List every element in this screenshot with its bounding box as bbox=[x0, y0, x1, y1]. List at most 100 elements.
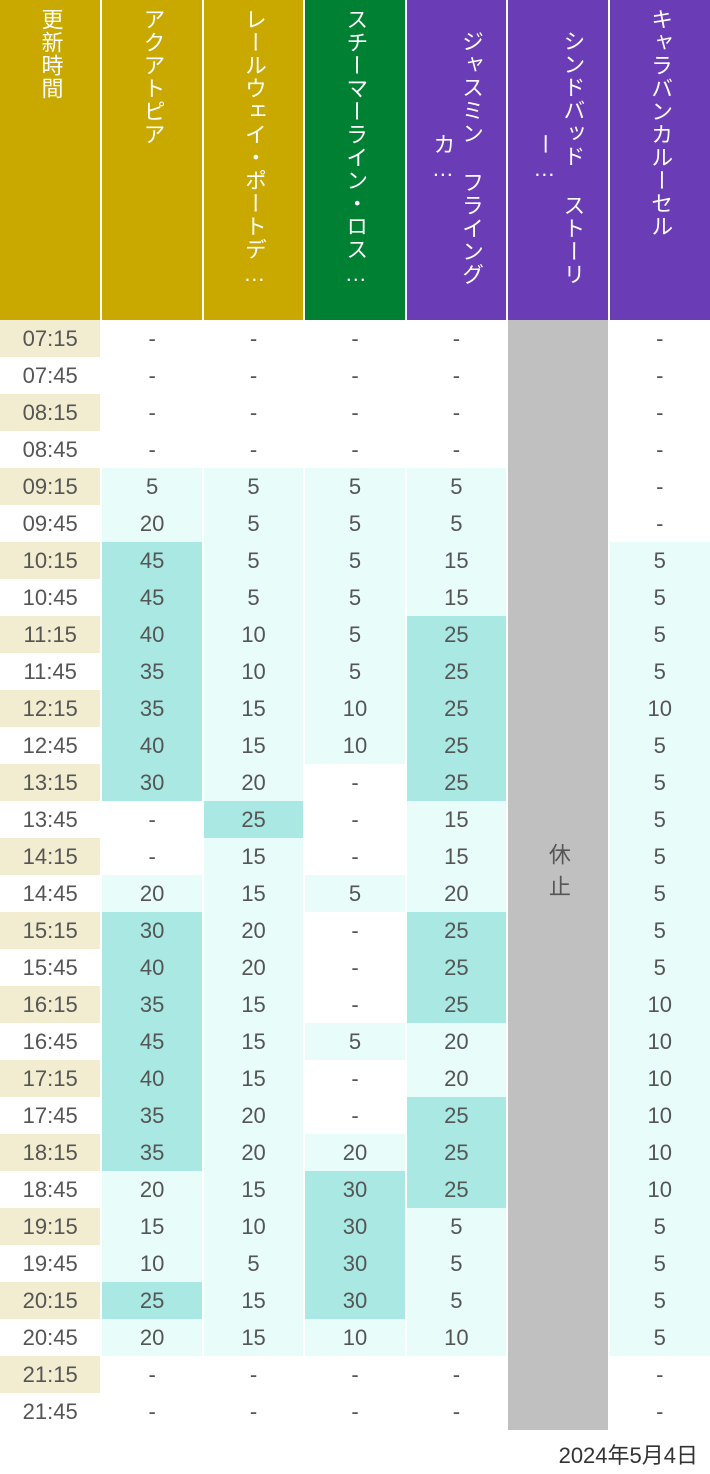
wait-cell: - bbox=[609, 431, 710, 468]
wait-cell: 25 bbox=[406, 727, 507, 764]
column-header: レールウェイ・ポートデ… bbox=[203, 0, 304, 320]
column-header-label: ジャスミン フライングカ… bbox=[428, 8, 485, 307]
wait-cell: - bbox=[203, 1393, 304, 1430]
wait-cell: 10 bbox=[406, 1319, 507, 1356]
wait-cell: - bbox=[406, 1356, 507, 1393]
time-cell: 20:45 bbox=[0, 1319, 101, 1356]
wait-cell: 10 bbox=[609, 1171, 710, 1208]
wait-cell: 30 bbox=[304, 1171, 405, 1208]
wait-cell: - bbox=[406, 320, 507, 357]
wait-cell: 25 bbox=[406, 1134, 507, 1171]
wait-cell: 5 bbox=[609, 1208, 710, 1245]
wait-cell: - bbox=[304, 986, 405, 1023]
wait-cell: 5 bbox=[609, 764, 710, 801]
wait-cell: 20 bbox=[101, 1171, 202, 1208]
wait-cell: - bbox=[609, 1356, 710, 1393]
wait-cell: 5 bbox=[101, 468, 202, 505]
time-cell: 08:15 bbox=[0, 394, 101, 431]
wait-cell: 15 bbox=[203, 727, 304, 764]
wait-cell: 5 bbox=[304, 579, 405, 616]
time-cell: 21:15 bbox=[0, 1356, 101, 1393]
header-row: 更新時間アクアトピアレールウェイ・ポートデ…スチーマーライン・ロス…ジャスミン … bbox=[0, 0, 710, 320]
time-cell: 08:45 bbox=[0, 431, 101, 468]
wait-cell: 5 bbox=[609, 579, 710, 616]
wait-cell: - bbox=[101, 394, 202, 431]
wait-cell: - bbox=[304, 357, 405, 394]
wait-cell: 25 bbox=[406, 912, 507, 949]
wait-cell: 35 bbox=[101, 653, 202, 690]
wait-cell: 15 bbox=[203, 1171, 304, 1208]
wait-cell: - bbox=[101, 1393, 202, 1430]
wait-cell: 5 bbox=[609, 542, 710, 579]
wait-cell: 5 bbox=[609, 727, 710, 764]
wait-cell: 25 bbox=[406, 986, 507, 1023]
wait-cell: 35 bbox=[101, 690, 202, 727]
wait-cell: 20 bbox=[406, 1060, 507, 1097]
wait-cell: 10 bbox=[609, 1060, 710, 1097]
wait-cell: 5 bbox=[609, 653, 710, 690]
wait-cell: 5 bbox=[609, 1282, 710, 1319]
column-header-label: キャラバンカルーセル bbox=[645, 8, 674, 238]
wait-cell: 25 bbox=[101, 1282, 202, 1319]
wait-cell: 30 bbox=[101, 764, 202, 801]
time-cell: 18:45 bbox=[0, 1171, 101, 1208]
time-cell: 17:45 bbox=[0, 1097, 101, 1134]
wait-cell: 5 bbox=[304, 542, 405, 579]
wait-cell: 5 bbox=[406, 1208, 507, 1245]
wait-cell: - bbox=[203, 357, 304, 394]
wait-cell: 15 bbox=[406, 542, 507, 579]
wait-cell: 20 bbox=[203, 949, 304, 986]
wait-cell: 15 bbox=[203, 1060, 304, 1097]
time-cell: 19:45 bbox=[0, 1245, 101, 1282]
column-header-label: スチーマーライン・ロス… bbox=[341, 8, 370, 287]
wait-cell: 5 bbox=[304, 1023, 405, 1060]
wait-cell: 35 bbox=[101, 1097, 202, 1134]
wait-cell: 10 bbox=[609, 1134, 710, 1171]
wait-cell: 15 bbox=[203, 1282, 304, 1319]
wait-cell: - bbox=[406, 357, 507, 394]
wait-cell: 15 bbox=[406, 801, 507, 838]
wait-cell: - bbox=[609, 468, 710, 505]
wait-cell: 20 bbox=[101, 1319, 202, 1356]
wait-cell: 25 bbox=[406, 764, 507, 801]
wait-cell: 5 bbox=[203, 542, 304, 579]
wait-cell: 5 bbox=[406, 1282, 507, 1319]
wait-cell: 45 bbox=[101, 579, 202, 616]
time-cell: 15:45 bbox=[0, 949, 101, 986]
time-cell: 07:45 bbox=[0, 357, 101, 394]
time-cell: 21:45 bbox=[0, 1393, 101, 1430]
wait-cell: 35 bbox=[101, 1134, 202, 1171]
wait-cell: - bbox=[304, 431, 405, 468]
wait-cell: 45 bbox=[101, 542, 202, 579]
wait-cell: 5 bbox=[609, 838, 710, 875]
wait-cell: - bbox=[101, 357, 202, 394]
time-cell: 10:45 bbox=[0, 579, 101, 616]
time-cell: 12:45 bbox=[0, 727, 101, 764]
wait-cell: - bbox=[101, 838, 202, 875]
wait-cell: 25 bbox=[406, 616, 507, 653]
wait-cell: - bbox=[304, 320, 405, 357]
time-cell: 13:15 bbox=[0, 764, 101, 801]
wait-cell: - bbox=[203, 320, 304, 357]
wait-cell: 15 bbox=[203, 875, 304, 912]
wait-cell: 25 bbox=[406, 949, 507, 986]
time-cell: 09:15 bbox=[0, 468, 101, 505]
wait-cell: 5 bbox=[609, 616, 710, 653]
wait-cell: 15 bbox=[101, 1208, 202, 1245]
wait-cell: - bbox=[609, 320, 710, 357]
wait-cell: 10 bbox=[203, 653, 304, 690]
wait-cell: 10 bbox=[609, 690, 710, 727]
wait-cell: 15 bbox=[203, 1319, 304, 1356]
wait-cell: 5 bbox=[304, 468, 405, 505]
wait-cell: - bbox=[406, 1393, 507, 1430]
time-cell: 07:15 bbox=[0, 320, 101, 357]
wait-cell: 15 bbox=[203, 690, 304, 727]
time-cell: 19:15 bbox=[0, 1208, 101, 1245]
wait-cell: 5 bbox=[203, 505, 304, 542]
wait-cell: 15 bbox=[203, 986, 304, 1023]
wait-cell: 25 bbox=[406, 1097, 507, 1134]
wait-cell: 20 bbox=[203, 764, 304, 801]
wait-cell: 10 bbox=[609, 1023, 710, 1060]
wait-cell: - bbox=[609, 394, 710, 431]
wait-cell: 20 bbox=[203, 1097, 304, 1134]
